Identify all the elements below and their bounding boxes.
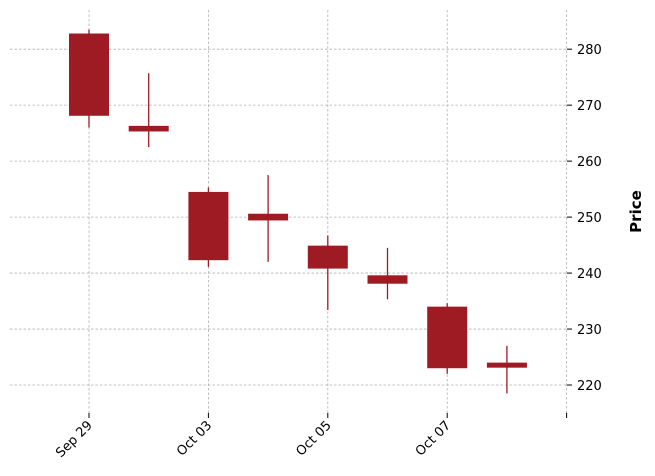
x-tick-label: Oct 07 — [413, 418, 454, 459]
x-axis: Sep 29 Oct 03 Oct 05 Oct 07 — [53, 413, 568, 461]
y-axis-title: Price — [627, 190, 645, 233]
x-tick-label: Oct 03 — [174, 418, 215, 459]
y-tick-label: 240 — [577, 267, 602, 282]
x-tick-label: Oct 05 — [294, 418, 335, 459]
candle-body — [307, 245, 348, 269]
y-tick-label: 270 — [577, 99, 602, 114]
grid — [10, 10, 567, 413]
candle — [69, 29, 109, 128]
y-tick-label: 230 — [577, 323, 602, 338]
candle-body — [188, 191, 229, 261]
candle — [128, 73, 169, 148]
y-tick-label: 220 — [577, 379, 602, 394]
y-axis: 220 230 240 250 260 270 280 — [567, 43, 602, 394]
candle-body — [128, 125, 169, 132]
candle — [486, 345, 527, 394]
candle — [367, 247, 408, 300]
y-tick-label: 260 — [577, 155, 602, 170]
candle — [307, 235, 348, 311]
candle-body — [486, 362, 527, 368]
candle-body — [367, 275, 408, 284]
candle-body — [427, 306, 468, 369]
candle-body — [69, 33, 109, 116]
candle — [248, 175, 289, 262]
candles — [69, 29, 527, 394]
y-tick-label: 250 — [577, 211, 602, 226]
y-tick-label: 280 — [577, 43, 602, 58]
candle — [427, 303, 468, 374]
candle — [188, 187, 229, 267]
x-tick-label: Sep 29 — [53, 418, 96, 461]
candle-body — [248, 213, 289, 221]
